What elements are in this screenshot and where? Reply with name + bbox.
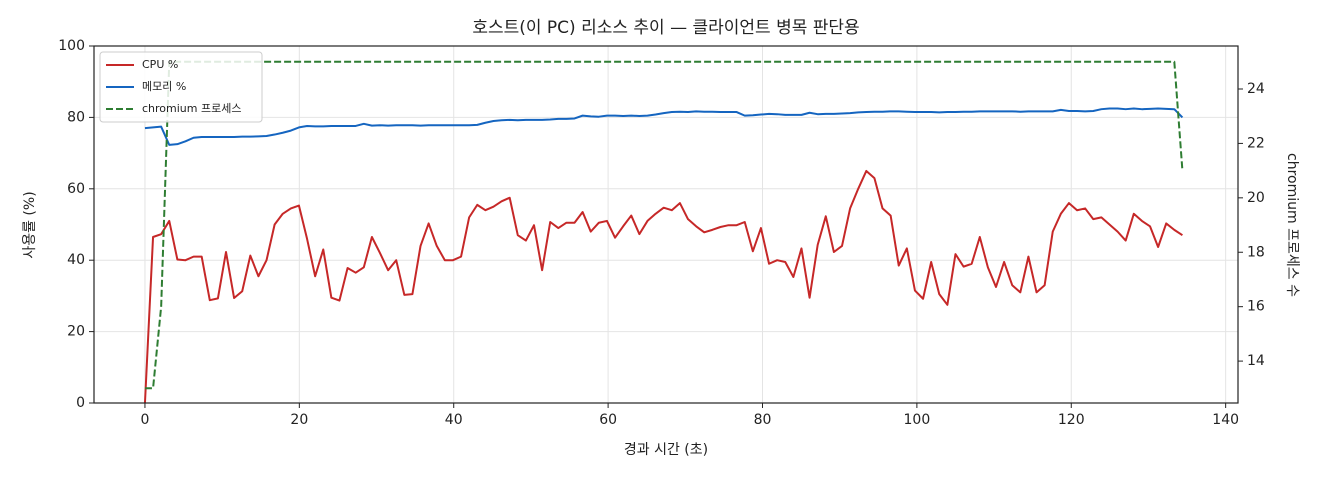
y-tick-label: 40	[67, 252, 85, 268]
series-line	[144, 60, 1184, 390]
y2-tick-label: 14	[1247, 353, 1265, 369]
x-axis-label: 경과 시간 (초)	[624, 442, 708, 458]
x-tick-label: 140	[1212, 412, 1239, 428]
legend-box	[99, 51, 263, 123]
y2-tick-label: 18	[1247, 244, 1265, 260]
chart-title: 호스트(이 PC) 리소스 추이 — 클라이언트 병목 판단용	[472, 18, 859, 38]
x-tick-label: 40	[445, 412, 463, 428]
y2-tick-label: 24	[1247, 81, 1265, 97]
x-tick-label: 60	[599, 412, 617, 428]
y-tick-label: 20	[67, 324, 85, 340]
legend-label: CPU %	[142, 58, 178, 71]
x-tick-label: 20	[290, 412, 308, 428]
y2-tick-label: 20	[1247, 190, 1265, 206]
legend-label: chromium 프로세스	[142, 102, 241, 115]
y-tick-label: 0	[76, 395, 85, 411]
y-tick-label: 60	[67, 181, 85, 197]
series-line	[143, 169, 1183, 404]
y-tick-label: 80	[67, 109, 85, 125]
y-tick-label: 100	[58, 38, 85, 54]
x-tick-label: 0	[140, 412, 149, 428]
x-tick-label: 100	[904, 412, 931, 428]
y-axis-label: 사용률 (%)	[22, 191, 38, 258]
x-tick-label: 120	[1058, 412, 1085, 428]
x-tick-label: 80	[754, 412, 772, 428]
y2-tick-label: 22	[1247, 135, 1265, 151]
legend: CPU % 메모리 % chromium 프로세스	[99, 51, 263, 123]
legend-label: 메모리 %	[142, 80, 186, 93]
series-line	[144, 107, 1184, 146]
y2-tick-label: 16	[1247, 299, 1265, 315]
plot-frame	[93, 45, 1239, 404]
y2-axis-label: chromium 프로세스 수	[1284, 153, 1300, 297]
